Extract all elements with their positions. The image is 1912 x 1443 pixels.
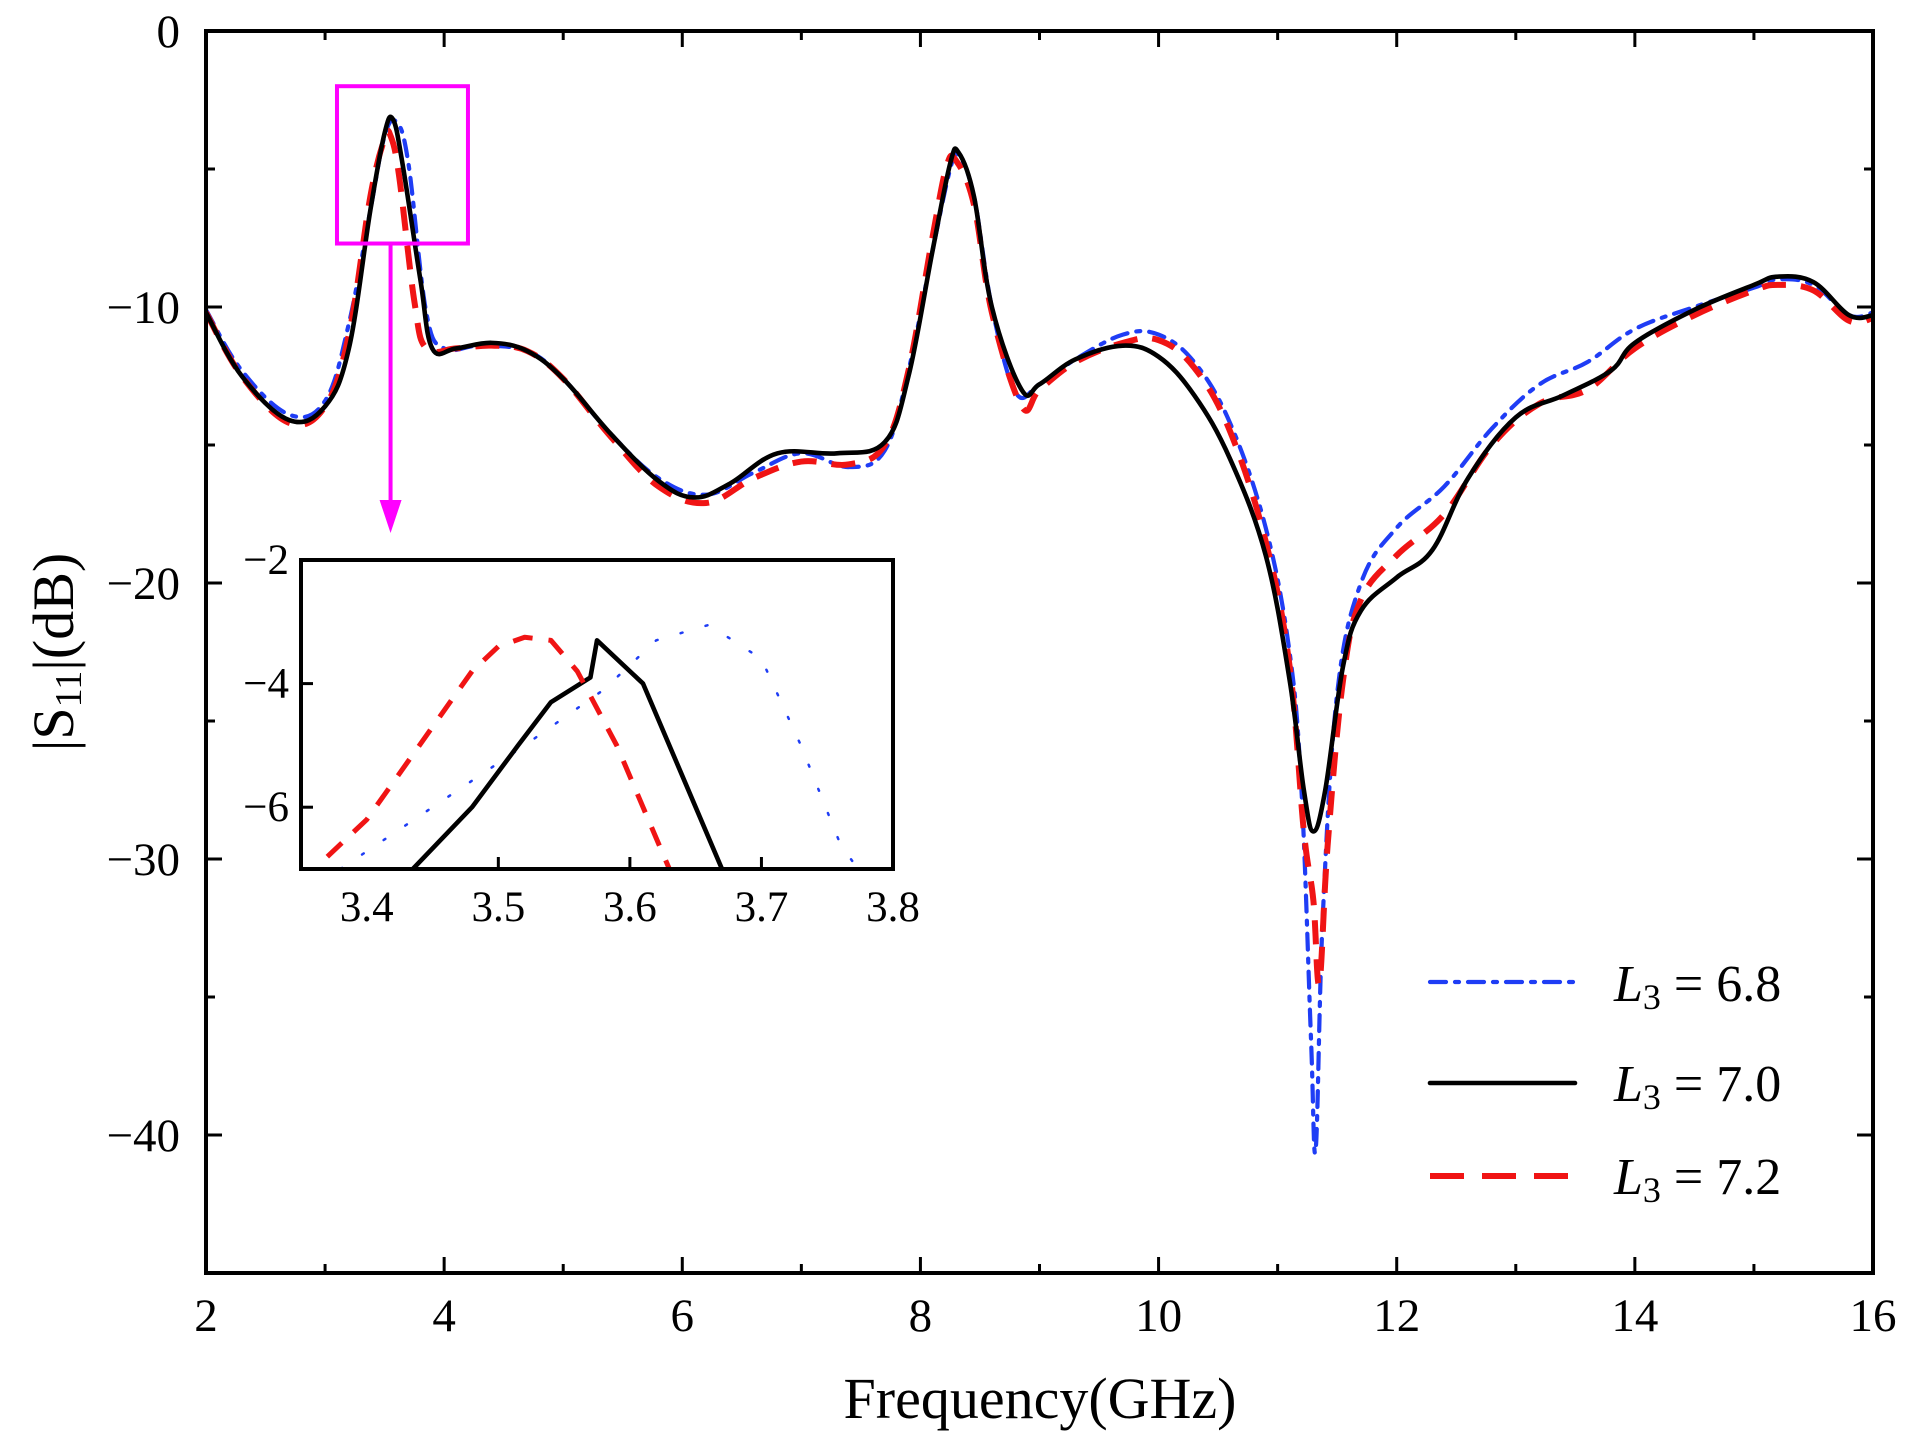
inset-series-group [325,623,860,869]
legend-label-value: = 6.8 [1661,956,1781,1013]
inset-x-tick-label: 3.5 [471,884,525,931]
inset-background [301,560,893,869]
legend: L3 = 6.8 L3 = 7.0 L3 = 7.2 [1427,956,1781,1210]
inset-chart: 3.4 3.5 3.6 3.7 3.8 −2 −4 −6 [243,537,920,931]
zoom-annotation [334,84,470,533]
legend-label-l3-6-8: L3 = 6.8 [1613,956,1781,1017]
series-line-l3-7-0 [206,114,1873,834]
y-tick-label: 0 [157,6,181,58]
plot-frame [204,29,1875,1275]
legend-label-subscript: 3 [1643,977,1661,1017]
inset-x-tick-label: 3.7 [735,884,789,931]
main-series-group [206,114,1873,1156]
y-tick-label: −20 [106,558,180,610]
legend-label-l3-7-2: L3 = 7.2 [1613,1149,1781,1210]
inset-frame [299,558,895,871]
inset-series-line-l3-7-2 [325,634,672,869]
inset-series-line-l3-7-0 [410,638,725,869]
inset-x-tick-label: 3.6 [603,884,657,931]
legend-label-l3-7-0: L3 = 7.0 [1613,1056,1781,1117]
x-axis-title: Frequency(GHz) [844,1366,1237,1431]
inset-y-tick-label: −2 [243,537,289,584]
inset-y-tick-label: −6 [243,784,289,831]
y-axis-title-prefix: |S [21,707,86,751]
x-tick-label: 16 [1850,1290,1897,1342]
inset-x-tick-label: 3.4 [340,884,394,931]
legend-label-symbol: L [1613,956,1643,1013]
y-axis-title-subscript: 11 [48,671,90,708]
y-tick-label: −40 [106,1110,180,1162]
y-axis-title: |S11|(dB) [21,553,90,751]
main-tick-labels: 2 4 6 8 10 12 14 16 0 −10 −20 −30 −40 [106,6,1896,1342]
y-tick-label: −10 [106,282,180,334]
legend-label-symbol: L [1613,1056,1643,1113]
zoom-region-box [334,84,470,246]
legend-label-subscript: 3 [1643,1170,1661,1210]
legend-label-symbol: L [1613,1149,1643,1206]
zoom-arrow-head [379,500,402,533]
inset-series-line-l3-6-8 [339,623,860,869]
inset-y-tick-label: −4 [243,661,289,708]
x-tick-label: 14 [1611,1290,1658,1342]
x-tick-label: 12 [1373,1290,1420,1342]
legend-label-value: = 7.2 [1661,1149,1781,1206]
legend-label-value: = 7.0 [1661,1056,1781,1113]
x-tick-label: 6 [671,1290,695,1342]
x-tick-label: 8 [909,1290,933,1342]
x-tick-label: 2 [194,1290,218,1342]
x-tick-label: 4 [432,1290,456,1342]
legend-label-subscript: 3 [1643,1077,1661,1117]
inset-ticks: 3.4 3.5 3.6 3.7 3.8 −2 −4 −6 [243,537,920,931]
y-axis-title-suffix: |(dB) [21,553,86,671]
y-tick-label: −30 [106,834,180,886]
inset-x-tick-label: 3.8 [866,884,920,931]
x-tick-label: 10 [1135,1290,1182,1342]
